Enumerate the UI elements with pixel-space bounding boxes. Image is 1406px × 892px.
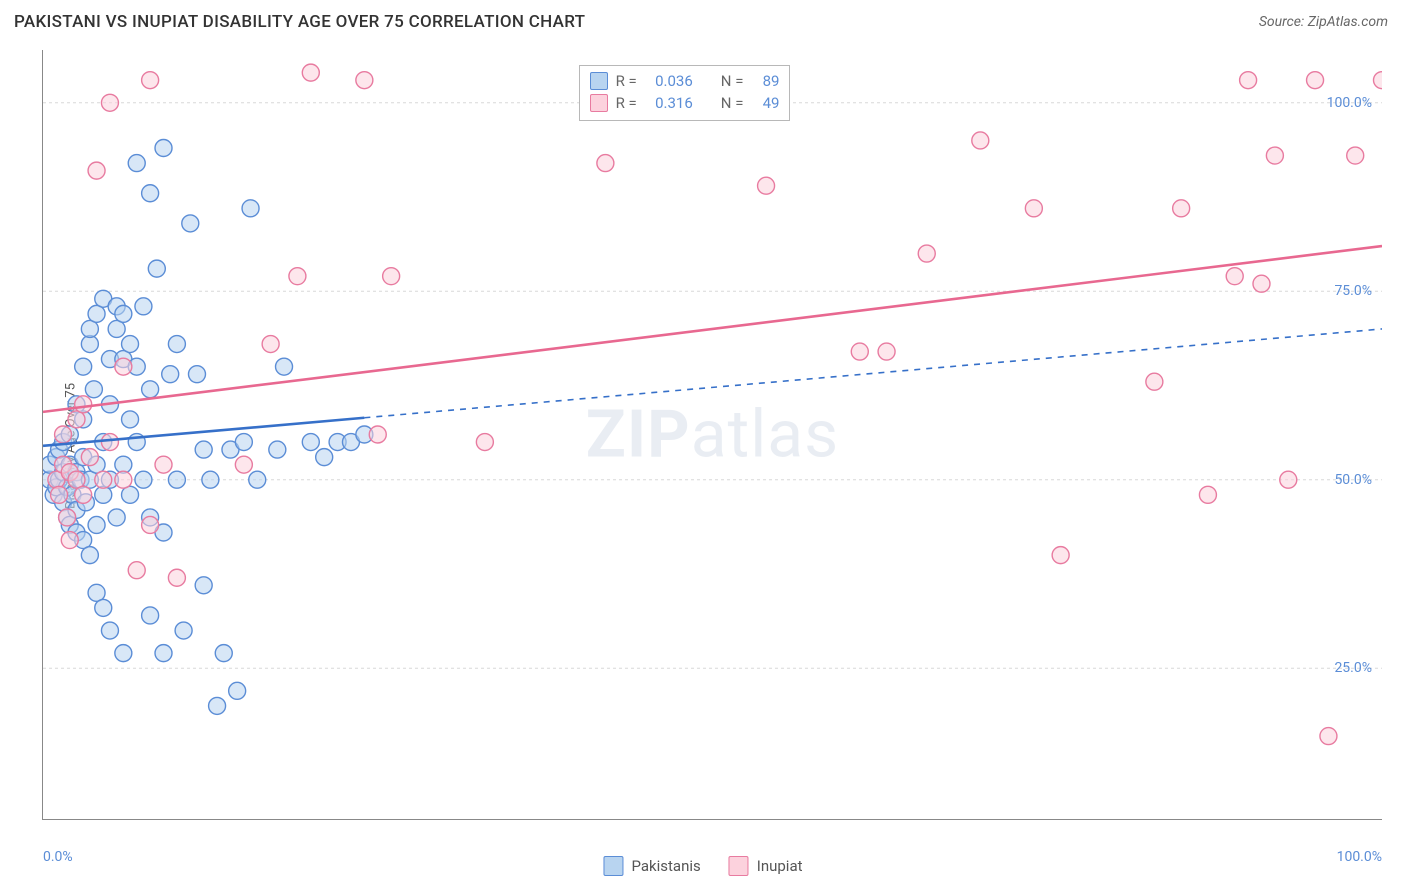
header: PAKISTANI VS INUPIAT DISABILITY AGE OVER… bbox=[0, 0, 1406, 44]
legend-label: Pakistanis bbox=[631, 857, 700, 875]
y-tick-label: 75.0% bbox=[1334, 283, 1372, 299]
n-value: 49 bbox=[751, 94, 779, 112]
source-label: Source: ZipAtlas.com bbox=[1259, 14, 1388, 30]
x-tick-label: 0.0% bbox=[43, 849, 73, 865]
r-value: 0.316 bbox=[645, 94, 693, 112]
r-value: 0.036 bbox=[645, 72, 693, 90]
legend-swatch bbox=[590, 94, 608, 112]
correlation-box: R = 0.036 N = 89 R = 0.316 N = 49 bbox=[579, 65, 791, 121]
r-label: R = bbox=[616, 72, 637, 90]
legend-label: Inupiat bbox=[757, 857, 803, 875]
corr-row: R = 0.316 N = 49 bbox=[590, 92, 780, 114]
plot-svg bbox=[43, 50, 1382, 819]
y-tick-label: 25.0% bbox=[1334, 660, 1372, 676]
bottom-legend: Pakistanis Inupiat bbox=[603, 856, 802, 876]
x-tick-label: 100.0% bbox=[1337, 849, 1382, 865]
n-label: N = bbox=[721, 72, 744, 90]
legend-swatch bbox=[590, 72, 608, 90]
corr-row: R = 0.036 N = 89 bbox=[590, 70, 780, 92]
legend-item: Inupiat bbox=[729, 856, 803, 876]
y-tick-label: 50.0% bbox=[1334, 472, 1372, 488]
r-label: R = bbox=[616, 94, 637, 112]
n-value: 89 bbox=[751, 72, 779, 90]
n-label: N = bbox=[721, 94, 744, 112]
legend-swatch bbox=[603, 856, 623, 876]
legend-item: Pakistanis bbox=[603, 856, 700, 876]
chart-title: PAKISTANI VS INUPIAT DISABILITY AGE OVER… bbox=[14, 12, 585, 32]
y-tick-label: 100.0% bbox=[1327, 95, 1372, 111]
legend-swatch bbox=[729, 856, 749, 876]
plot-area: ZIPatlas R =0.036N =89R =0.316N =49 25.0… bbox=[42, 50, 1382, 820]
